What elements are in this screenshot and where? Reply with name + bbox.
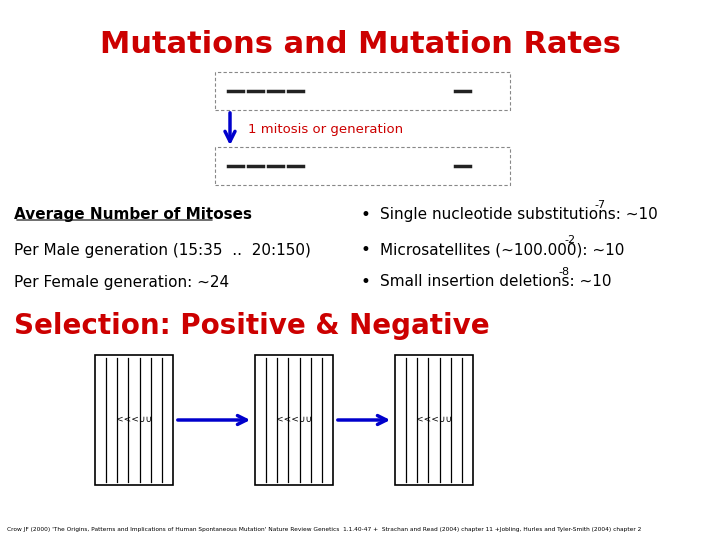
Text: Mutations and Mutation Rates: Mutations and Mutation Rates	[99, 30, 621, 59]
Text: Microsatellites (~100.000): ~10: Microsatellites (~100.000): ~10	[380, 242, 624, 258]
Text: Per Female generation: ~24: Per Female generation: ~24	[14, 274, 229, 289]
Bar	[215, 72, 510, 110]
Text: -2: -2	[564, 235, 575, 245]
Text: <<<∪∪: <<<∪∪	[276, 415, 312, 424]
Bar	[255, 355, 333, 485]
Text: •: •	[360, 273, 370, 291]
Text: •: •	[360, 241, 370, 259]
Text: Crow JF (2000) 'The Origins, Patterns and Implications of Human Spontaneous Muta: Crow JF (2000) 'The Origins, Patterns an…	[7, 527, 642, 532]
Text: Selection: Positive & Negative: Selection: Positive & Negative	[14, 312, 490, 340]
Bar	[215, 147, 510, 185]
Text: <<<∪∪: <<<∪∪	[416, 415, 452, 424]
Text: •: •	[360, 206, 370, 224]
Bar	[95, 355, 173, 485]
Text: -7: -7	[594, 200, 606, 210]
Text: -8: -8	[559, 267, 570, 277]
Bar	[395, 355, 473, 485]
Text: Small insertion deletions: ~10: Small insertion deletions: ~10	[380, 274, 611, 289]
Text: Average Number of Mitoses: Average Number of Mitoses	[14, 207, 252, 222]
Text: <<<∪∪: <<<∪∪	[116, 415, 152, 424]
Text: Single nucleotide substitutions: ~10: Single nucleotide substitutions: ~10	[380, 207, 658, 222]
Text: 1 mitosis or generation: 1 mitosis or generation	[248, 123, 403, 136]
Text: Per Male generation (15:35  ..  20:150): Per Male generation (15:35 .. 20:150)	[14, 242, 311, 258]
